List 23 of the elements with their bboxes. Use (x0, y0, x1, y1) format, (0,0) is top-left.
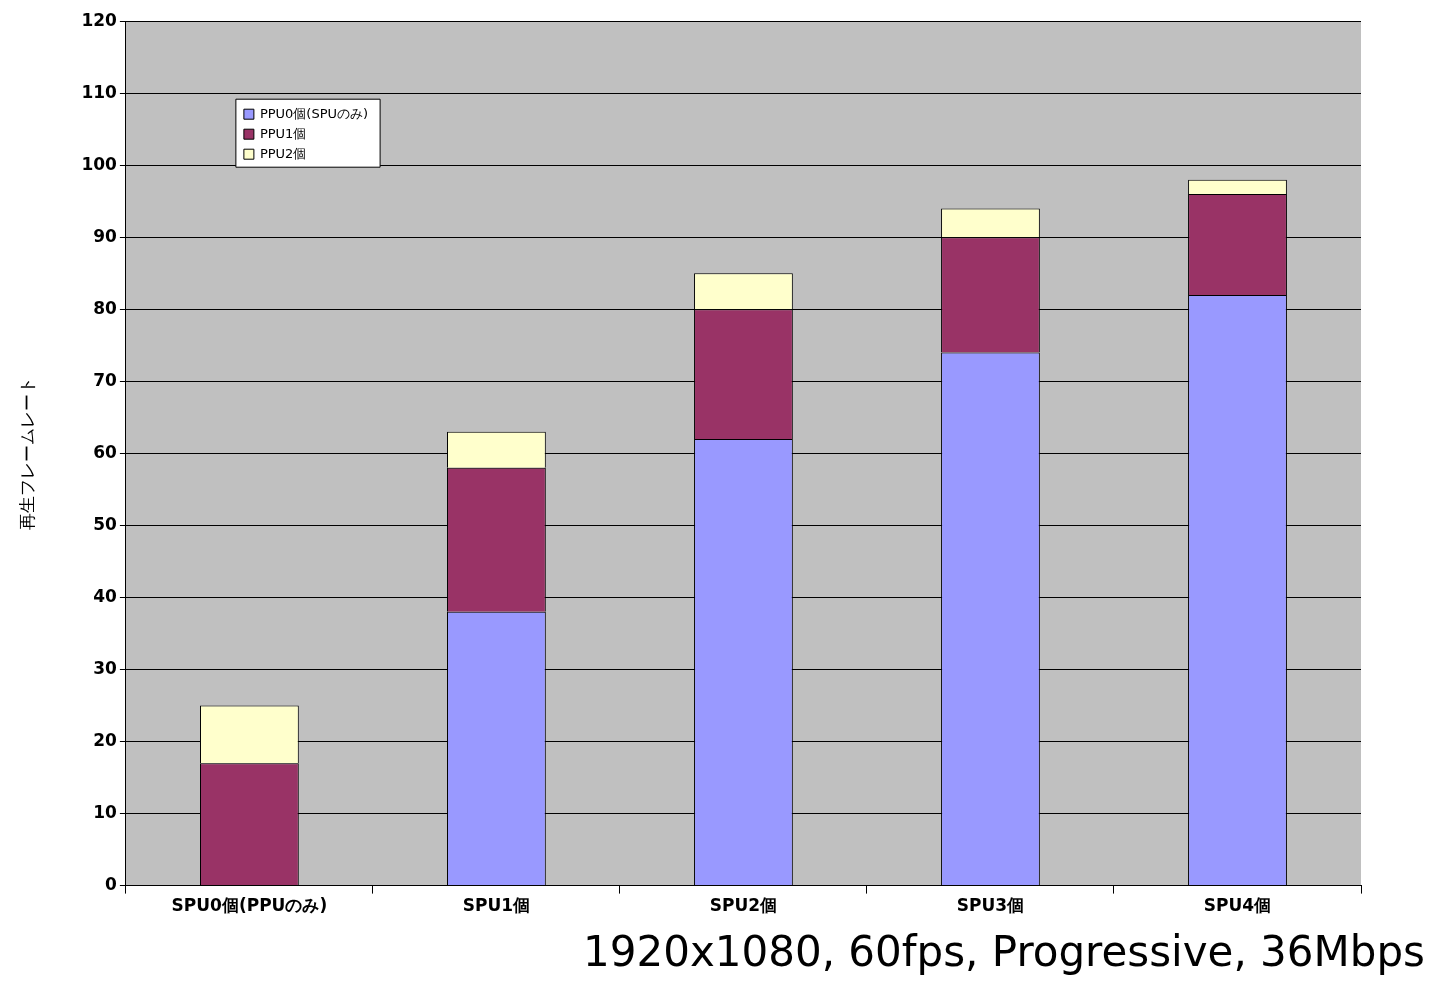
y-tick-label: 10 (93, 801, 118, 822)
x-tick-label: SPU1個 (462, 895, 531, 916)
y-tick-label: 90 (93, 225, 118, 246)
legend-label: PPU1個 (259, 125, 307, 141)
y-tick-label: 120 (81, 9, 118, 30)
y-axis-title: 再生フレームレート (16, 376, 37, 530)
y-tick-label: 80 (93, 297, 118, 318)
y-tick-label: 70 (93, 369, 118, 390)
y-tick-label: 110 (81, 81, 118, 102)
y-tick-label: 60 (93, 441, 118, 462)
y-tick-label: 100 (81, 153, 118, 174)
x-tick-label: SPU2個 (709, 895, 778, 916)
x-tick-label: SPU3個 (956, 895, 1025, 916)
y-tick-label: 20 (93, 729, 118, 750)
y-tick-label: 0 (105, 874, 118, 895)
legend-label: PPU0個(SPUのみ) (259, 105, 369, 121)
text: 1920x1080, 60fps, Progressive, 36Mbps (583, 926, 1425, 976)
y-tick-label: 30 (93, 657, 118, 678)
y-tick-label: 40 (93, 585, 118, 606)
legend-label: PPU2個 (259, 145, 307, 161)
x-tick-label: SPU4個 (1203, 895, 1272, 916)
x-tick-label: SPU0個(PPUのみ) (171, 895, 328, 916)
y-tick-label: 50 (93, 513, 118, 534)
